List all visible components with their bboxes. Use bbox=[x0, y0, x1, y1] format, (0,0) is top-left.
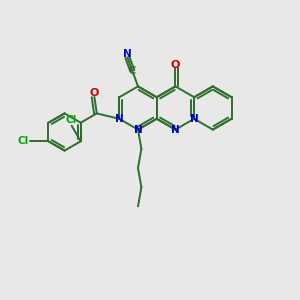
Text: N: N bbox=[171, 124, 180, 135]
Text: Cl: Cl bbox=[17, 136, 28, 146]
Text: N: N bbox=[123, 50, 132, 59]
Text: N: N bbox=[115, 114, 124, 124]
Text: N: N bbox=[190, 114, 199, 124]
Text: C: C bbox=[129, 66, 136, 76]
Text: O: O bbox=[90, 88, 99, 98]
Text: N: N bbox=[134, 124, 142, 135]
Text: Cl: Cl bbox=[65, 115, 77, 125]
Text: O: O bbox=[171, 60, 180, 70]
